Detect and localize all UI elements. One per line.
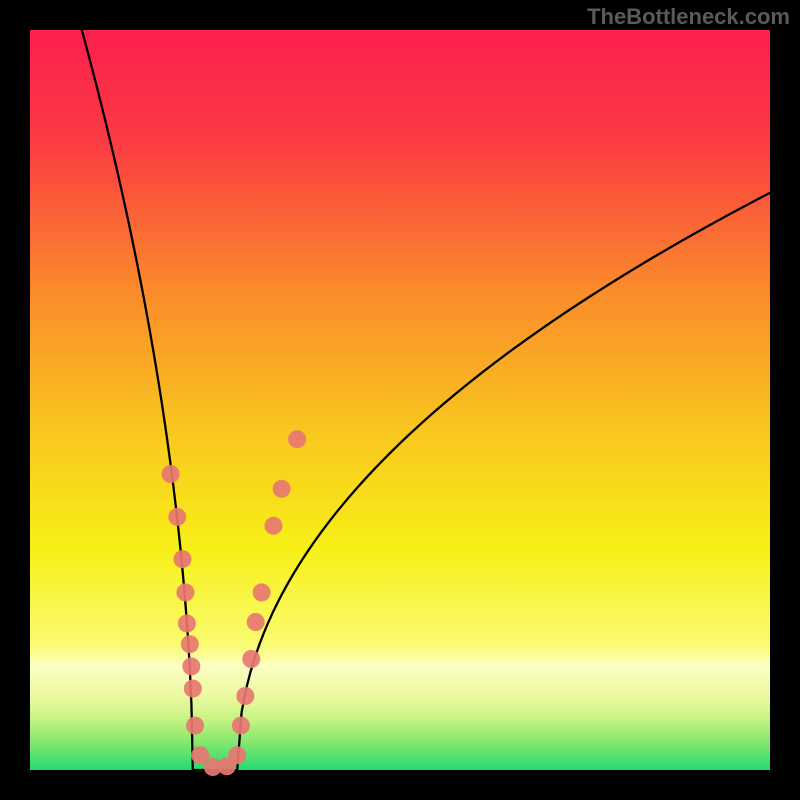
data-marker — [186, 717, 204, 735]
data-marker — [182, 657, 200, 675]
data-marker — [232, 717, 250, 735]
data-marker — [247, 613, 265, 631]
data-marker — [162, 465, 180, 483]
data-marker — [264, 517, 282, 535]
data-marker — [253, 583, 271, 601]
bottleneck-chart — [0, 0, 800, 800]
data-marker — [236, 687, 254, 705]
data-marker — [273, 480, 291, 498]
data-marker — [184, 680, 202, 698]
data-marker — [176, 583, 194, 601]
data-marker — [228, 746, 246, 764]
chart-background — [30, 30, 770, 770]
data-marker — [178, 614, 196, 632]
data-marker — [288, 430, 306, 448]
data-marker — [168, 508, 186, 526]
data-marker — [173, 550, 191, 568]
chart-container: TheBottleneck.com — [0, 0, 800, 800]
data-marker — [181, 635, 199, 653]
data-marker — [242, 650, 260, 668]
